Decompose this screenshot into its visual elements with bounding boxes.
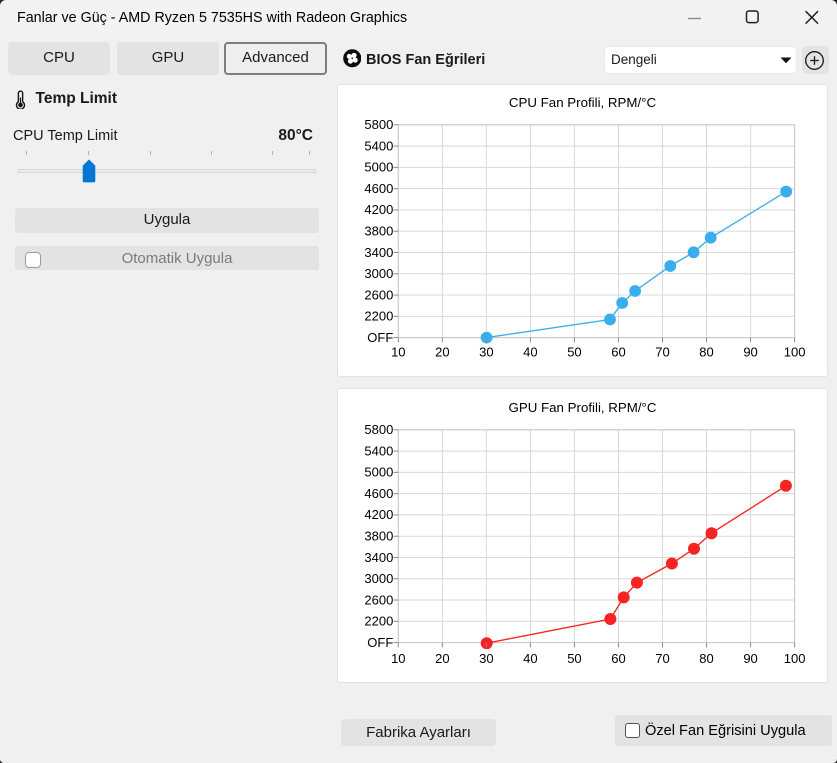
svg-text:5400: 5400	[364, 443, 393, 458]
svg-text:GPU Fan Profili, RPM/°C: GPU Fan Profili, RPM/°C	[509, 400, 657, 415]
svg-text:40: 40	[523, 651, 537, 666]
svg-text:3800: 3800	[364, 224, 393, 239]
svg-text:CPU Fan Profili, RPM/°C: CPU Fan Profili, RPM/°C	[509, 95, 657, 110]
svg-text:OFF: OFF	[367, 635, 393, 650]
svg-text:20: 20	[435, 651, 449, 666]
svg-text:3800: 3800	[364, 529, 393, 544]
svg-text:4600: 4600	[364, 181, 393, 196]
svg-text:80: 80	[699, 345, 713, 360]
svg-text:5800: 5800	[364, 117, 393, 132]
svg-text:3400: 3400	[364, 550, 393, 565]
svg-text:70: 70	[655, 651, 669, 666]
svg-text:2200: 2200	[364, 614, 393, 629]
svg-text:90: 90	[743, 651, 757, 666]
svg-text:30: 30	[479, 345, 493, 360]
svg-text:60: 60	[611, 651, 625, 666]
svg-text:5400: 5400	[364, 138, 393, 153]
svg-text:OFF: OFF	[367, 330, 393, 345]
svg-text:50: 50	[567, 345, 581, 360]
svg-text:5000: 5000	[364, 160, 393, 175]
svg-text:50: 50	[567, 651, 581, 666]
svg-text:2600: 2600	[364, 592, 393, 607]
svg-text:60: 60	[611, 345, 625, 360]
svg-text:4200: 4200	[364, 202, 393, 217]
svg-text:4600: 4600	[364, 486, 393, 501]
svg-text:40: 40	[523, 345, 537, 360]
svg-text:20: 20	[435, 345, 449, 360]
svg-text:100: 100	[784, 651, 806, 666]
svg-text:100: 100	[784, 345, 806, 360]
svg-text:3000: 3000	[364, 571, 393, 586]
svg-text:2200: 2200	[364, 309, 393, 324]
svg-text:5000: 5000	[364, 465, 393, 480]
svg-text:30: 30	[479, 651, 493, 666]
svg-text:80: 80	[699, 651, 713, 666]
svg-text:2600: 2600	[364, 287, 393, 302]
svg-text:3000: 3000	[364, 266, 393, 281]
svg-text:5800: 5800	[364, 422, 393, 437]
svg-text:70: 70	[655, 345, 669, 360]
svg-text:3400: 3400	[364, 245, 393, 260]
svg-text:10: 10	[391, 345, 405, 360]
svg-text:90: 90	[743, 345, 757, 360]
svg-text:4200: 4200	[364, 507, 393, 522]
svg-text:10: 10	[391, 651, 405, 666]
